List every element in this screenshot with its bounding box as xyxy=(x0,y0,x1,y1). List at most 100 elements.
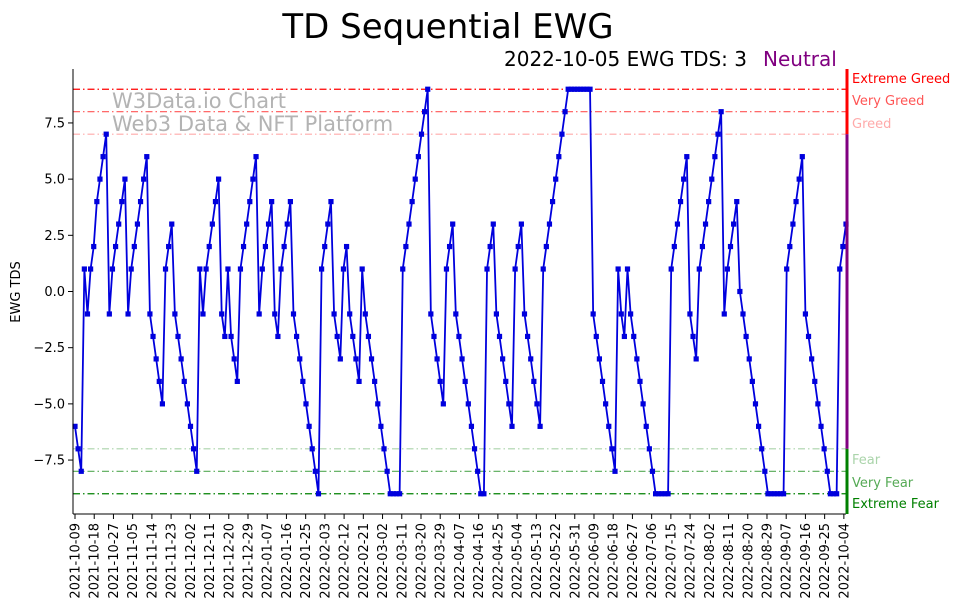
data-point xyxy=(162,266,169,272)
data-point xyxy=(125,311,131,317)
data-point xyxy=(453,311,459,317)
data-point xyxy=(590,311,596,317)
data-point xyxy=(506,401,512,407)
ewg-tds-series xyxy=(72,86,849,497)
data-point xyxy=(300,378,306,384)
x-tick-label: 2022-06-09 xyxy=(587,523,602,599)
data-point xyxy=(749,378,755,384)
data-point xyxy=(621,333,627,340)
data-point xyxy=(518,221,524,227)
data-point xyxy=(780,491,787,497)
data-point xyxy=(478,491,484,497)
data-point xyxy=(322,243,328,250)
chart-subtitle: 2022-10-05 EWG TDS: 3 xyxy=(504,47,747,71)
data-point xyxy=(156,378,162,384)
data-point xyxy=(500,356,506,362)
data-point xyxy=(368,356,375,362)
data-point xyxy=(147,311,153,317)
data-point xyxy=(628,311,634,317)
data-point xyxy=(805,333,812,340)
data-point xyxy=(172,311,178,317)
y-tick-label: 0.0 xyxy=(44,285,65,300)
data-point xyxy=(290,311,297,317)
data-point xyxy=(834,491,840,497)
data-point xyxy=(568,86,574,92)
data-point xyxy=(200,311,206,317)
data-point xyxy=(191,446,197,452)
data-point xyxy=(612,468,618,474)
data-point xyxy=(684,154,690,160)
chart-title: TD Sequential EWG xyxy=(281,7,613,47)
data-point xyxy=(809,356,815,362)
data-point xyxy=(565,86,571,92)
data-point xyxy=(331,311,337,317)
data-point xyxy=(546,221,553,227)
y-tick-label: −2.5 xyxy=(33,341,65,356)
x-tick-label: 2022-02-03 xyxy=(318,523,333,599)
data-point xyxy=(265,221,272,227)
data-point xyxy=(481,491,487,497)
data-point xyxy=(737,288,743,295)
x-tick-label: 2022-01-07 xyxy=(261,523,276,599)
data-point xyxy=(103,131,109,137)
data-point xyxy=(659,491,665,497)
data-point xyxy=(599,378,606,384)
data-point xyxy=(228,333,234,340)
level-label-very-greed: Very Greed xyxy=(852,94,924,109)
data-point xyxy=(624,266,631,272)
data-point xyxy=(240,243,247,250)
x-tick-label: 2022-10-04 xyxy=(837,523,852,599)
data-point xyxy=(606,423,612,429)
data-point xyxy=(777,491,784,497)
data-point xyxy=(262,243,269,250)
data-point xyxy=(425,86,431,92)
data-point xyxy=(799,154,805,160)
level-label-extreme-fear: Extreme Fear xyxy=(852,497,940,512)
x-tick-label: 2022-03-11 xyxy=(395,523,410,599)
data-point xyxy=(88,266,94,272)
data-point xyxy=(690,333,696,340)
data-point xyxy=(496,333,503,340)
x-tick-label: 2022-04-07 xyxy=(453,523,468,599)
data-point xyxy=(384,468,390,474)
data-point xyxy=(668,266,674,272)
level-label-greed: Greed xyxy=(852,117,891,132)
data-point xyxy=(343,243,350,250)
x-tick-label: 2021-11-05 xyxy=(126,523,141,599)
data-point xyxy=(284,221,290,227)
data-point xyxy=(634,356,640,362)
data-point xyxy=(112,243,119,250)
data-point xyxy=(340,266,347,272)
data-point xyxy=(503,378,509,384)
data-point xyxy=(437,378,443,384)
data-point xyxy=(78,468,84,474)
level-label-fear: Fear xyxy=(852,453,881,468)
data-point xyxy=(365,333,372,340)
data-point xyxy=(97,176,103,182)
data-point xyxy=(122,176,128,182)
data-point xyxy=(119,199,125,205)
sentiment-level-labels: Extreme Greed Very Greed Greed Fear Very Fea… xyxy=(852,72,950,512)
data-point xyxy=(618,311,624,317)
data-point xyxy=(356,378,362,384)
data-point xyxy=(743,333,749,340)
data-point xyxy=(793,199,799,205)
data-point xyxy=(303,401,309,407)
x-tick-label: 2021-10-18 xyxy=(88,523,103,599)
data-point xyxy=(378,423,384,429)
data-point xyxy=(450,221,456,227)
data-point xyxy=(297,356,303,362)
data-point xyxy=(784,266,790,272)
data-point xyxy=(790,221,796,227)
data-point xyxy=(375,401,381,407)
data-point xyxy=(712,154,718,160)
data-point xyxy=(318,266,325,272)
y-tick-label: −5.0 xyxy=(33,397,65,412)
x-tick-label: 2022-04-25 xyxy=(491,523,506,599)
y-tick-label: −7.5 xyxy=(33,454,65,469)
data-point xyxy=(309,446,315,452)
x-tick-label: 2022-03-29 xyxy=(434,523,449,599)
x-tick-label: 2022-06-18 xyxy=(607,523,622,599)
data-point xyxy=(584,86,590,92)
x-tick-label: 2022-05-22 xyxy=(549,523,564,599)
